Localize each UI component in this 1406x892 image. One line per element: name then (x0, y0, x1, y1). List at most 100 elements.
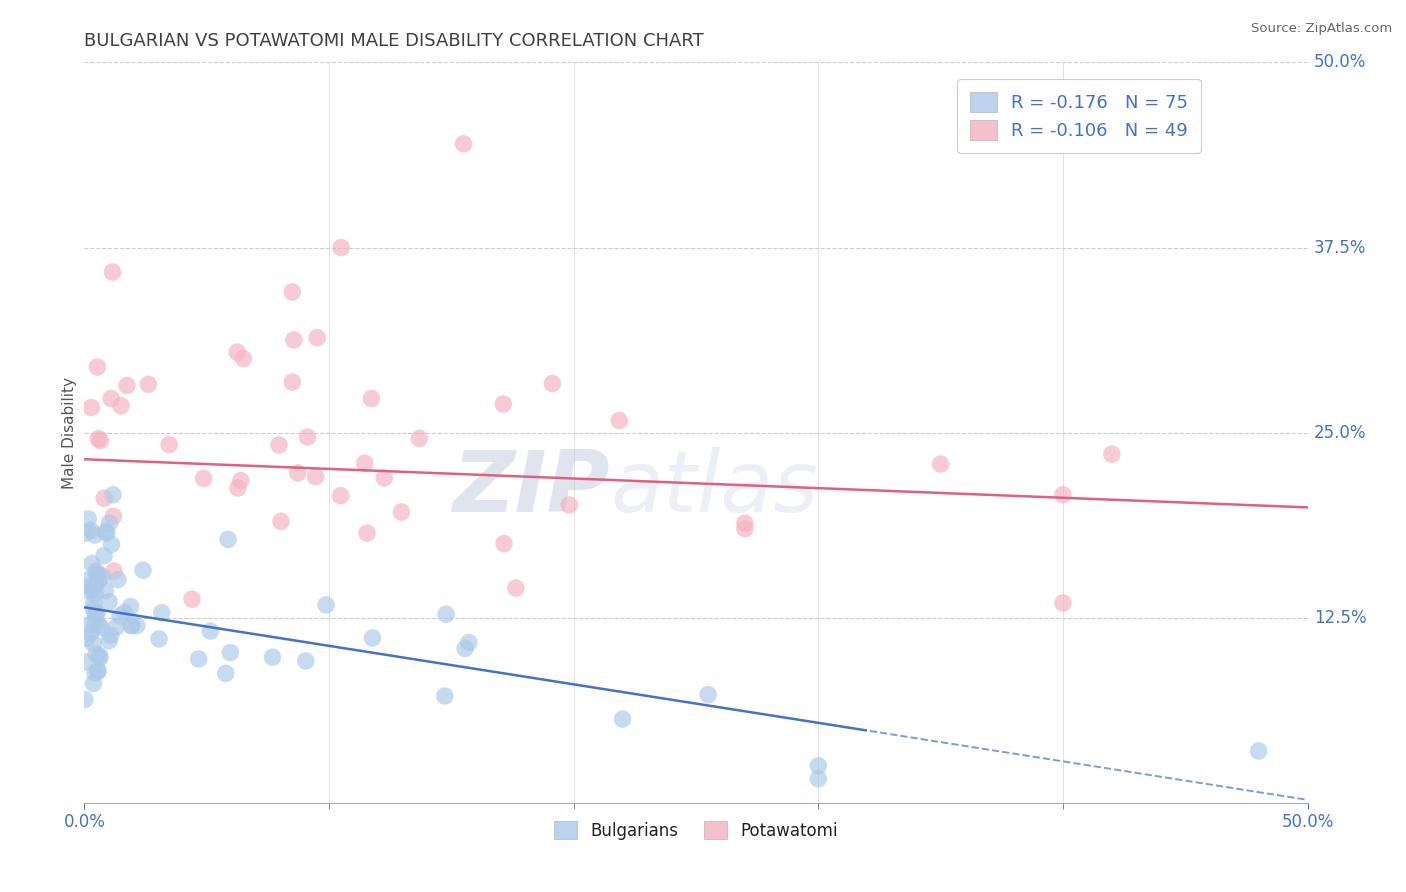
Bulgarians (150, 606, 173, 620)
Potawatomi (226, 481, 249, 495)
Bulgarians (148, 632, 170, 646)
Bulgarians (114, 606, 136, 620)
Bulgarians (80, 524, 103, 538)
Bulgarians (120, 618, 142, 632)
Bulgarians (361, 631, 384, 645)
Text: 12.5%: 12.5% (1313, 608, 1367, 627)
Bulgarians (86, 567, 108, 582)
Bulgarians (86, 577, 108, 591)
Potawatomi (287, 466, 309, 480)
Bulgarians (187, 652, 209, 666)
Text: 25.0%: 25.0% (1313, 424, 1367, 442)
Text: atlas: atlas (610, 448, 818, 531)
Bulgarians (94, 524, 117, 539)
Potawatomi (1101, 447, 1123, 461)
Potawatomi (389, 505, 412, 519)
Bulgarians (87, 574, 110, 588)
Potawatomi (492, 397, 515, 411)
Bulgarians (101, 488, 124, 502)
Bulgarians (75, 655, 97, 669)
Bulgarians (87, 664, 110, 678)
Bulgarians (84, 586, 107, 600)
Bulgarians (94, 583, 117, 598)
Potawatomi (505, 581, 527, 595)
Potawatomi (453, 136, 475, 151)
Potawatomi (86, 359, 108, 374)
Potawatomi (281, 375, 304, 389)
Bulgarians (91, 569, 114, 583)
Potawatomi (297, 430, 319, 444)
Text: BULGARIAN VS POTAWATOMI MALE DISABILITY CORRELATION CHART: BULGARIAN VS POTAWATOMI MALE DISABILITY … (84, 32, 704, 50)
Potawatomi (267, 438, 290, 452)
Bulgarians (105, 620, 128, 634)
Y-axis label: Male Disability: Male Disability (62, 376, 77, 489)
Bulgarians (100, 537, 122, 551)
Bulgarians (108, 608, 131, 623)
Potawatomi (356, 526, 378, 541)
Bulgarians (1247, 744, 1270, 758)
Bulgarians (93, 549, 115, 563)
Bulgarians (86, 607, 108, 621)
Bulgarians (90, 621, 112, 635)
Bulgarians (87, 665, 110, 679)
Bulgarians (107, 573, 129, 587)
Bulgarians (315, 598, 337, 612)
Bulgarians (200, 624, 222, 639)
Potawatomi (734, 522, 756, 536)
Bulgarians (89, 650, 111, 665)
Potawatomi (607, 413, 630, 427)
Potawatomi (101, 265, 124, 279)
Bulgarians (612, 712, 634, 726)
Bulgarians (454, 641, 477, 656)
Potawatomi (373, 471, 395, 485)
Potawatomi (929, 457, 952, 471)
Potawatomi (87, 432, 110, 446)
Potawatomi (1052, 596, 1074, 610)
Bulgarians (98, 516, 121, 531)
Potawatomi (103, 564, 125, 578)
Bulgarians (217, 533, 239, 547)
Potawatomi (193, 471, 215, 485)
Bulgarians (433, 689, 456, 703)
Bulgarians (96, 526, 118, 541)
Bulgarians (100, 628, 122, 642)
Bulgarians (294, 654, 316, 668)
Bulgarians (434, 607, 457, 622)
Bulgarians (77, 583, 100, 598)
Potawatomi (93, 491, 115, 506)
Legend: Bulgarians, Potawatomi: Bulgarians, Potawatomi (547, 814, 845, 847)
Potawatomi (353, 456, 375, 470)
Bulgarians (132, 563, 155, 577)
Bulgarians (87, 618, 110, 632)
Bulgarians (84, 617, 107, 632)
Bulgarians (219, 646, 242, 660)
Bulgarians (215, 666, 238, 681)
Potawatomi (181, 592, 204, 607)
Bulgarians (75, 526, 97, 541)
Bulgarians (80, 557, 103, 571)
Potawatomi (232, 351, 254, 366)
Bulgarians (84, 564, 107, 578)
Bulgarians (807, 758, 830, 772)
Bulgarians (76, 632, 98, 646)
Potawatomi (80, 401, 103, 415)
Potawatomi (90, 434, 112, 448)
Potawatomi (157, 437, 180, 451)
Bulgarians (77, 512, 100, 526)
Potawatomi (734, 516, 756, 531)
Potawatomi (304, 469, 326, 483)
Potawatomi (1052, 488, 1074, 502)
Bulgarians (98, 633, 121, 648)
Potawatomi (270, 515, 292, 529)
Text: 37.5%: 37.5% (1313, 238, 1367, 257)
Bulgarians (697, 688, 720, 702)
Bulgarians (120, 619, 142, 633)
Potawatomi (103, 509, 125, 524)
Bulgarians (77, 573, 100, 587)
Bulgarians (262, 650, 284, 665)
Bulgarians (83, 665, 105, 680)
Potawatomi (229, 474, 252, 488)
Bulgarians (82, 676, 104, 690)
Bulgarians (79, 625, 101, 640)
Text: 50.0%: 50.0% (1313, 54, 1367, 71)
